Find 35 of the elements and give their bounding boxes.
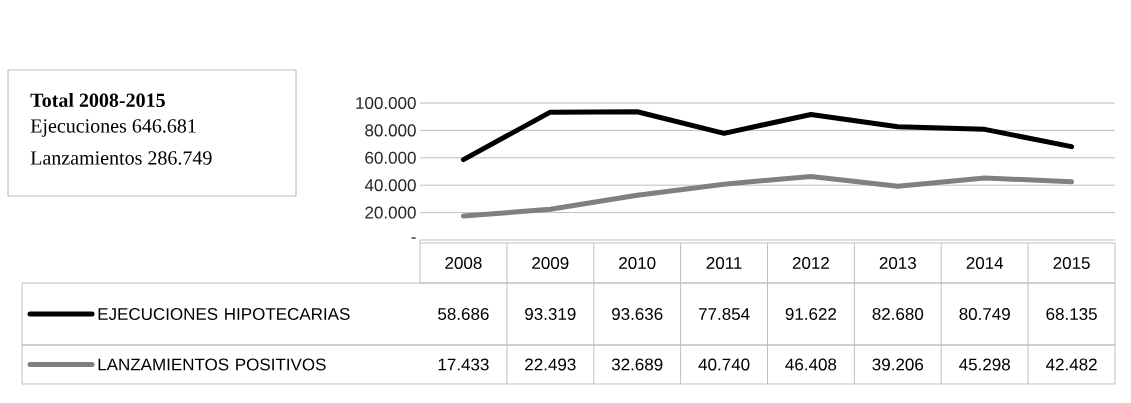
y-tick-label: 100.000 (356, 96, 416, 110)
legend-label: LANZAMIENTOS POSITIVOS (98, 358, 326, 371)
data-label: 93.636 (612, 307, 663, 321)
y-tick-label: 40.000 (364, 179, 416, 192)
data-label: 77.854 (698, 307, 750, 321)
legend-label: EJECUCIONES HIPOTECARIAS (98, 307, 350, 321)
x-tick-label: 2014 (966, 256, 1004, 270)
text: Lanzamientos 286.749 (30, 151, 212, 165)
x-tick-label: 2012 (792, 256, 829, 270)
data-label: 45.298 (959, 358, 1010, 371)
x-tick-label: 2011 (706, 256, 742, 270)
y-tick-label: - (411, 237, 416, 239)
data-label: 46.408 (785, 358, 837, 371)
data-label: 58.686 (438, 307, 489, 321)
data-label: 91.622 (785, 307, 837, 321)
data-label: 40.740 (698, 358, 750, 371)
text: Total 2008-2015 (30, 92, 165, 108)
data-label: 22.493 (525, 358, 576, 371)
data-label: 17.433 (438, 358, 489, 371)
data-label: 42.482 (1046, 358, 1097, 371)
x-tick-label: 2008 (445, 256, 482, 270)
data-label: 39.206 (872, 358, 924, 371)
data-label: 32.689 (611, 358, 663, 371)
x-tick-label: 2010 (619, 256, 656, 270)
data-label: 68.135 (1046, 307, 1097, 321)
y-tick-label: 60.000 (365, 151, 416, 164)
y-tick-label: 20.000 (365, 206, 416, 219)
data-label: 80.749 (959, 307, 1010, 321)
data-label: 93.319 (525, 307, 576, 321)
x-tick-label: 2009 (532, 256, 569, 270)
x-tick-label: 2013 (879, 256, 916, 270)
text: Ejecuciones 646.681 (30, 119, 196, 137)
data-label: 82.680 (872, 307, 924, 321)
x-tick-label: 2015 (1053, 256, 1090, 270)
y-tick-label: 80.000 (365, 124, 416, 137)
